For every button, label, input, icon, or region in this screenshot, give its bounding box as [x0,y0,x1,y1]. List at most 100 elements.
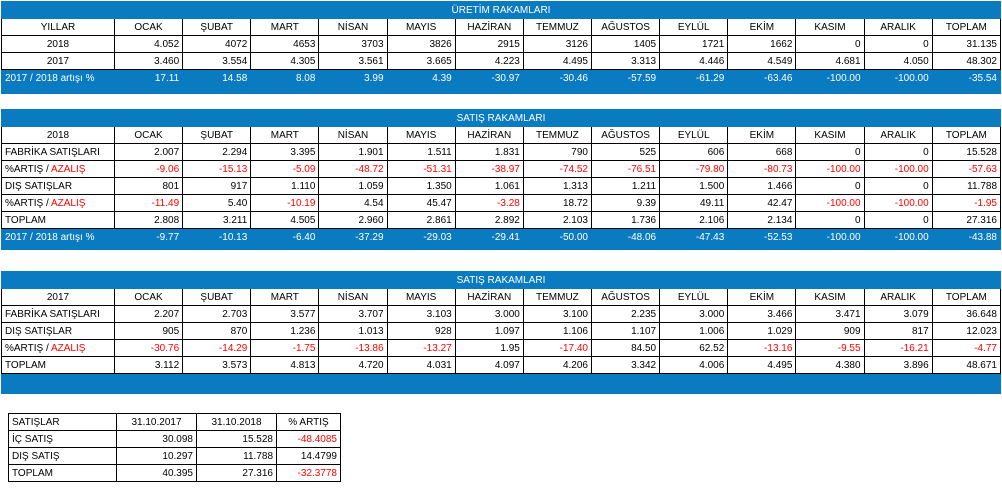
table-row: %ARTIŞ / AZALIŞ -30.76 -14.29 -1.75 -13.86 -1… [1,339,1002,357]
summary-header: SATIŞLAR [8,413,117,431]
row-label: TOPLAM [1,211,115,229]
cell-value: 1.110 [250,177,320,195]
cell-value: -100.00 [795,160,865,178]
cell-value: 3.471 [795,305,865,323]
footer-value: -30.97 [454,69,524,87]
cell-value: 3.460 [113,52,184,70]
cell-value: 3.000 [659,305,729,323]
cell-value: 1.211 [590,177,661,195]
footer-value: 4.39 [386,69,456,87]
cell-value: 928 [386,322,456,340]
cell-value: 870 [182,322,252,340]
header-row: YILLAR OCAK ŞUBAT MART NİSAN MAYIS HAZİR… [1,18,1002,36]
cell-value: 4.031 [386,356,456,374]
cell-value: 1.95 [454,339,524,357]
month-header: EYLÜL [659,18,729,36]
cell-value: 49.11 [659,194,729,212]
cell-value: 2.294 [182,143,252,161]
summary-header: 31.10.2017 [116,413,197,431]
cell-value: 3826 [386,35,456,53]
cell-value: 4.813 [250,356,320,374]
cell-value: 2.134 [727,211,797,229]
cell-value: 4.495 [727,356,797,374]
cell-value: 905 [113,322,184,340]
footer-row: 2017 / 2018 artışı % 17.11 14.58 8.08 3.99 4.… [1,69,1002,87]
cell-value: 4.305 [250,52,320,70]
cell-value: -57.63 [931,160,1002,178]
cell-value: 1.736 [590,211,661,229]
cell-value: -100.00 [863,194,933,212]
footer-value: -61.29 [659,69,729,87]
cell-value: 1.466 [727,177,797,195]
cell-value: 36.648 [931,305,1002,323]
cell-value: 3.342 [590,356,661,374]
cell-value: 3126 [522,35,592,53]
month-header: NİSAN [318,126,388,144]
summary-header: 31.10.2018 [196,413,277,431]
cell-value: 525 [590,143,661,161]
month-header: AĞUSTOS [590,288,661,306]
summary-change: 14.4799 [276,447,341,465]
footer-label: 2017 / 2018 artışı % [1,69,115,87]
footer-value: -43.88 [931,228,1002,246]
cell-value: 2.207 [113,305,184,323]
cell-value: 4.495 [522,52,592,70]
cell-value: 9.39 [590,194,661,212]
footer-value: -57.59 [590,69,661,87]
cell-value: 3.577 [250,305,320,323]
table-row: TOPLAM 2.808 3.211 4.505 2.960 2.861 2.892 2.10… [1,211,1002,229]
cell-value: 1.029 [727,322,797,340]
footer-value: -100.00 [795,69,865,87]
cell-value: 2.960 [318,211,388,229]
cell-value: 668 [727,143,797,161]
footer-value: -100.00 [863,69,933,87]
cell-value: 27.316 [931,211,1002,229]
cell-value: -100.00 [863,160,933,178]
footer-value: -10.13 [182,228,252,246]
row-label-part: %ARTIŞ / [5,197,51,209]
sales-2017-table: SATIŞ RAKAMLARI 2017 OCAK ŞUBAT MART NİS… [1,271,1002,374]
cell-value: -79.80 [659,160,729,178]
cell-value: 4.380 [795,356,865,374]
cell-value: 1.006 [659,322,729,340]
footer-value: -100.00 [863,228,933,246]
cell-value: 2.007 [113,143,184,161]
month-header: EKİM [727,288,797,306]
footer-value: -37.29 [318,228,388,246]
cell-value: 3.211 [182,211,252,229]
cell-value: 45.47 [386,194,456,212]
cell-value: 4.549 [727,52,797,70]
month-header: ARALIK [863,288,933,306]
cell-value: -1.95 [931,194,1002,212]
cell-value: 817 [863,322,933,340]
month-header: HAZİRAN [454,126,524,144]
month-header: MART [250,18,320,36]
summary-label: İÇ SATIŞ [8,430,117,448]
cell-value: 1.313 [522,177,592,195]
cell-value: 4072 [182,35,252,53]
summary-row: İÇ SATIŞ 30.098 15.528 -48.4085 [8,430,341,448]
month-header: EYLÜL [659,126,729,144]
footer-value: -50.00 [522,228,592,246]
cell-value: 909 [795,322,865,340]
footer-value: -52.53 [727,228,797,246]
month-header: HAZİRAN [454,288,524,306]
month-header: NİSAN [318,18,388,36]
footer-value: -48.06 [590,228,661,246]
cell-value: 1.097 [454,322,524,340]
cell-value: 606 [659,143,729,161]
table-row: %ARTIŞ / AZALIŞ -9.06 -15.13 -5.09 -48.72 -51… [1,160,1002,178]
cell-value: 0 [795,211,865,229]
footer-row: 2017 / 2018 artışı % -9.77 -10.13 -6.40 -37.… [1,228,1002,246]
cell-value: 4.223 [454,52,524,70]
summary-change: -48.4085 [276,430,341,448]
cell-value: 4.54 [318,194,388,212]
cell-value: 3.466 [727,305,797,323]
table-row: TOPLAM 3.112 3.573 4.813 4.720 4.031 4.097 4.20… [1,356,1002,374]
cell-value: 2.892 [454,211,524,229]
cell-value: 48.302 [931,52,1002,70]
cell-value: 11.788 [931,177,1002,195]
corner-header: YILLAR [1,18,115,36]
cell-value: 790 [522,143,592,161]
cell-value: 3.103 [386,305,456,323]
